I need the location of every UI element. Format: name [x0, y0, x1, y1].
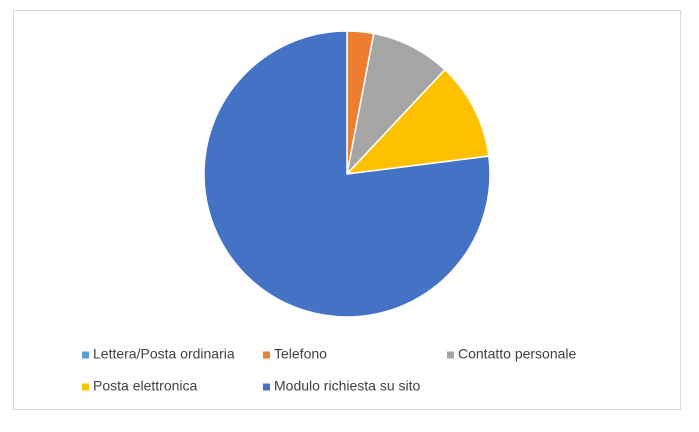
legend-swatch	[82, 383, 89, 391]
legend-label: Posta elettronica	[93, 378, 197, 394]
legend-label: Telefono	[274, 346, 327, 362]
legend-swatch	[263, 351, 270, 359]
legend-swatch	[82, 351, 89, 359]
legend-swatch	[263, 383, 270, 391]
legend-label: Contatto personale	[458, 346, 577, 362]
pie-slice	[345, 68, 490, 176]
legend-swatch	[447, 351, 454, 359]
pie-slice	[203, 30, 491, 318]
pie-slice	[345, 32, 446, 177]
legend-label: Modulo richiesta su sito	[274, 378, 421, 394]
legend-label: Lettera/Posta ordinaria	[93, 346, 235, 362]
